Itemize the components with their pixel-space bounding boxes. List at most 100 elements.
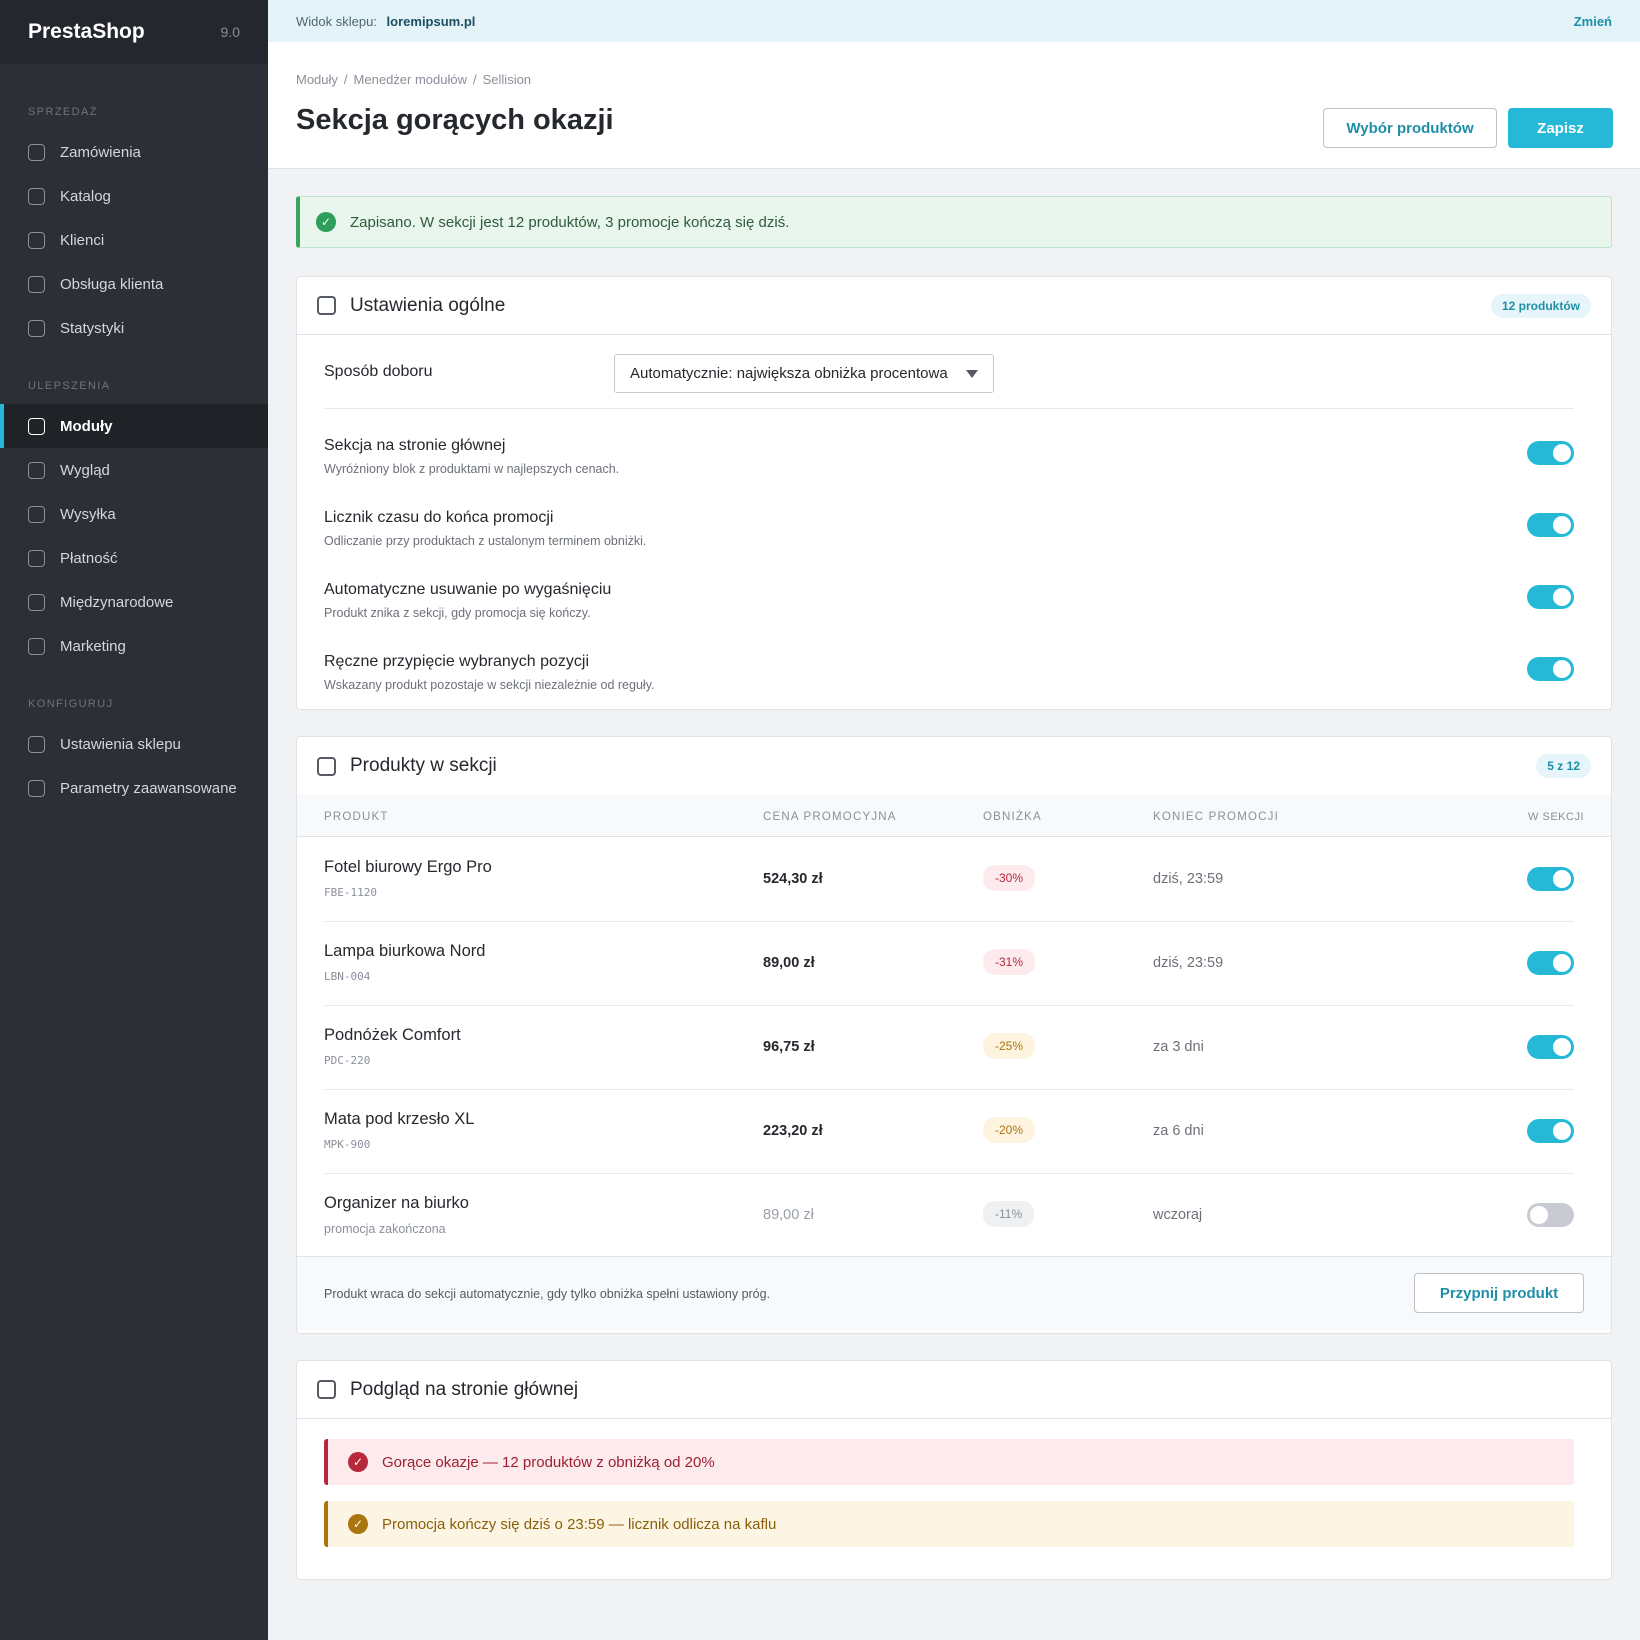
sidebar-item-label: Marketing [60, 637, 126, 655]
toggle-knob [1530, 1206, 1548, 1224]
selection-method-select[interactable]: Automatycznie: największa obniżka procen… [614, 354, 994, 393]
sidebar-item-label: Ustawienia sklepu [60, 735, 181, 753]
sidebar-item-advanced[interactable]: Parametry zaawansowane [0, 766, 268, 810]
breadcrumb-modules[interactable]: Moduły [296, 72, 338, 87]
in-section-toggle[interactable] [1527, 867, 1574, 891]
table-footer: Produkt wraca do sekcji automatycznie, g… [297, 1256, 1611, 1330]
setting-description: Odliczanie przy produktach z ustalonym t… [324, 534, 647, 548]
check-circle-icon: ✓ [348, 1452, 368, 1472]
product-sku: PDC-220 [324, 1054, 371, 1067]
sidebar-item-label: Katalog [60, 187, 111, 205]
product-sku: LBN-004 [324, 970, 371, 983]
sidebar-item-international[interactable]: Międzynarodowe [0, 580, 268, 624]
payment-icon [28, 549, 45, 567]
sidebar-item-label: Zamówienia [60, 143, 141, 161]
sidebar-item-payment[interactable]: Płatność [0, 536, 268, 580]
product-sku: MPK-900 [324, 1138, 371, 1151]
sidebar-item-design[interactable]: Wygląd [0, 448, 268, 492]
sidebar-item-label: Obsługa klienta [60, 275, 164, 293]
sidebar-item-label: Moduły [60, 417, 113, 435]
product-name[interactable]: Organizer na biurko [324, 1194, 469, 1212]
customers-icon [28, 231, 45, 249]
toggle-knob [1553, 516, 1571, 534]
sidebar-item-label: Płatność [60, 549, 118, 567]
promotion-end: dziś, 23:59 [1153, 871, 1224, 887]
version-label: 9.0 [220, 24, 240, 40]
brand-logo[interactable]: PrestaShop [28, 20, 145, 43]
breadcrumb-current: Sellision [482, 72, 532, 87]
in-section-toggle[interactable] [1527, 951, 1574, 975]
product-price: 89,00 zł [763, 955, 815, 971]
sidebar-item-shipping[interactable]: Wysyłka [0, 492, 268, 536]
setting-manual-pin: Ręczne przypięcie wybranych pozycji Wska… [324, 653, 1574, 713]
sidebar-item-orders[interactable]: Zamówienia [0, 130, 268, 174]
customer-service-icon [28, 275, 45, 293]
discount-badge: -31% [983, 949, 1036, 975]
table-header: PRODUKT CENA PROMOCYJNA OBNIŻKA KONIEC P… [297, 795, 1611, 837]
breadcrumb-separator: / [343, 72, 348, 87]
setting-title: Ręczne przypięcie wybranych pozycji [324, 653, 589, 670]
toggle-knob [1553, 1122, 1571, 1140]
setting-title: Sekcja na stronie głównej [324, 437, 506, 454]
breadcrumb-module-manager[interactable]: Menedżer modułów [353, 72, 467, 87]
promotion-end: dziś, 23:59 [1153, 955, 1224, 971]
nav-section-sales: SPRZEDAŻ Zamówienia Katalog Klienci Obsł… [0, 106, 268, 350]
product-status: promocja zakończona [324, 1222, 446, 1236]
change-shop-link[interactable]: Zmień [1573, 13, 1612, 29]
selection-method-row: Sposób doboru Automatycznie: największa … [324, 335, 1574, 409]
in-section-toggle[interactable] [1527, 1119, 1574, 1143]
sidebar-item-customer-service[interactable]: Obsługa klienta [0, 262, 268, 306]
general-settings-card: Ustawienia ogólne 12 produktów Sposób do… [296, 276, 1612, 710]
setting-description: Wskazany produkt pozostaje w sekcji niez… [324, 678, 655, 692]
product-price: 223,20 zł [763, 1123, 823, 1139]
sidebar-item-label: Statystyki [60, 319, 125, 337]
marketing-icon [28, 637, 45, 655]
homepage-section-toggle[interactable] [1527, 441, 1574, 465]
advanced-icon [28, 779, 45, 797]
product-name[interactable]: Lampa biurkowa Nord [324, 942, 486, 960]
design-icon [28, 461, 45, 479]
sidebar-item-label: Parametry zaawansowane [60, 779, 237, 797]
auto-remove-toggle[interactable] [1527, 585, 1574, 609]
table-row: Podnóżek Comfort PDC-220 96,75 zł -25% z… [324, 1006, 1574, 1090]
modules-icon [28, 417, 45, 435]
product-price: 96,75 zł [763, 1039, 815, 1055]
selection-method-label: Sposób doboru [324, 362, 433, 380]
product-name[interactable]: Podnóżek Comfort [324, 1026, 461, 1044]
product-name[interactable]: Fotel biurowy Ergo Pro [324, 858, 492, 876]
sidebar-item-modules[interactable]: Moduły [0, 404, 268, 448]
sidebar-item-customers[interactable]: Klienci [0, 218, 268, 262]
promotion-end: za 6 dni [1153, 1123, 1204, 1139]
sidebar-item-stats[interactable]: Statystyki [0, 306, 268, 350]
settings-icon [317, 296, 336, 315]
pin-product-button[interactable]: Przypnij produkt [1414, 1273, 1584, 1313]
orders-icon [28, 143, 45, 161]
shop-url-link[interactable]: loremipsum.pl [386, 13, 476, 29]
select-products-button[interactable]: Wybór produktów [1323, 108, 1497, 148]
product-name[interactable]: Mata pod krzesło XL [324, 1110, 475, 1128]
promotion-end: za 3 dni [1153, 1039, 1204, 1055]
in-section-toggle[interactable] [1527, 1203, 1574, 1227]
sidebar-item-label: Klienci [60, 231, 105, 249]
table-row: Lampa biurkowa Nord LBN-004 89,00 zł -31… [324, 922, 1574, 1006]
save-button[interactable]: Zapisz [1508, 108, 1613, 148]
nav-section-title: ULEPSZENIA [28, 380, 111, 392]
toggle-knob [1553, 444, 1571, 462]
preview-alert-countdown: ✓ Promocja kończy się dziś o 23:59 — lic… [324, 1501, 1574, 1547]
product-sku: FBE-1120 [324, 886, 377, 899]
international-icon [28, 593, 45, 611]
sidebar-item-catalog[interactable]: Katalog [0, 174, 268, 218]
discount-badge: -25% [983, 1033, 1036, 1059]
column-header-in-section: W SEKCJI [1528, 811, 1584, 823]
footer-note: Produkt wraca do sekcji automatycznie, g… [324, 1287, 771, 1301]
sidebar-item-shop-settings[interactable]: Ustawienia sklepu [0, 722, 268, 766]
sidebar-item-marketing[interactable]: Marketing [0, 624, 268, 668]
manual-pin-toggle[interactable] [1527, 657, 1574, 681]
in-section-toggle[interactable] [1527, 1035, 1574, 1059]
table-row: Organizer na biurko promocja zakończona … [324, 1174, 1574, 1258]
breadcrumb-separator: / [473, 72, 477, 87]
discount-badge: -11% [983, 1201, 1035, 1227]
countdown-toggle[interactable] [1527, 513, 1574, 537]
homepage-preview-card: Podgląd na stronie głównej ✓ Gorące okaz… [296, 1360, 1612, 1580]
toggle-knob [1553, 588, 1571, 606]
